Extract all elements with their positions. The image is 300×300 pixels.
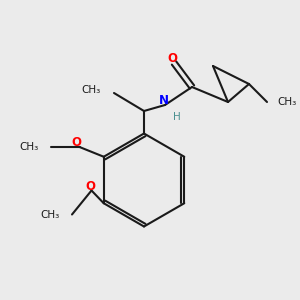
Text: CH₃: CH₃	[81, 85, 101, 95]
Text: N: N	[158, 94, 169, 107]
Text: H: H	[173, 112, 181, 122]
Text: CH₃: CH₃	[41, 209, 60, 220]
Text: CH₃: CH₃	[278, 97, 297, 107]
Text: O: O	[85, 179, 95, 193]
Text: O: O	[167, 52, 178, 65]
Text: CH₃: CH₃	[20, 142, 39, 152]
Text: O: O	[71, 136, 81, 149]
